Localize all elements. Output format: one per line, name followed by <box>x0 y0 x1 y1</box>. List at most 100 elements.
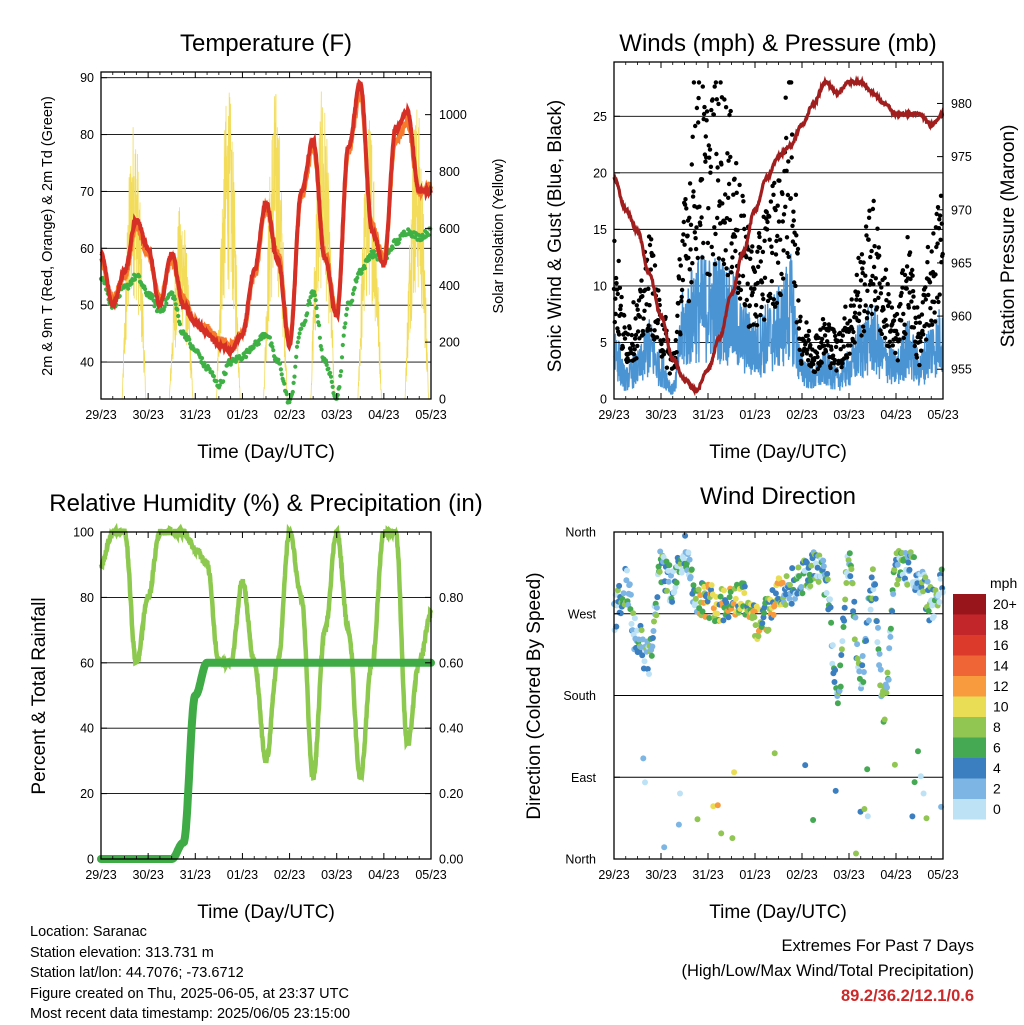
gust-point <box>860 266 865 271</box>
dewpoint-point <box>396 240 401 245</box>
gust-point <box>734 161 739 166</box>
gust-point <box>917 320 922 325</box>
gust-point <box>806 328 812 334</box>
direction-point <box>713 593 720 600</box>
direction-point <box>875 646 882 653</box>
direction-point <box>886 645 893 652</box>
gust-point <box>903 331 908 336</box>
gust-point <box>764 227 770 232</box>
direction-point <box>832 667 839 674</box>
gust-point <box>858 278 864 283</box>
gust-point <box>776 219 782 224</box>
gust-point <box>899 290 904 296</box>
direction-point <box>720 617 727 624</box>
gust-point <box>902 272 908 278</box>
direction-point <box>829 660 836 667</box>
direction-point <box>872 581 879 588</box>
dewpoint-point <box>183 332 188 337</box>
dewpoint-point <box>318 344 323 349</box>
direction-point <box>824 576 831 583</box>
gust-point <box>870 273 875 279</box>
dewpoint-point <box>372 249 377 254</box>
gust-point <box>760 249 766 255</box>
gust-point <box>635 307 640 312</box>
x-tick-label: 29/23 <box>598 868 629 882</box>
direction-point <box>806 571 813 578</box>
dewpoint-point <box>244 354 249 360</box>
legend-label: 16 <box>993 637 1009 653</box>
direction-point <box>820 557 827 564</box>
gust-point <box>745 281 750 286</box>
gust-point <box>744 297 749 303</box>
direction-point <box>854 641 861 648</box>
gust-point <box>726 181 732 187</box>
gust-point <box>855 290 861 295</box>
gust-point <box>800 352 805 357</box>
direction-point <box>904 581 911 588</box>
dewpoint-point <box>221 379 226 384</box>
gust-point <box>854 272 859 278</box>
direction-point <box>865 617 872 624</box>
gust-point <box>718 80 723 85</box>
legend-label: 4 <box>993 760 1001 776</box>
direction-point <box>911 779 918 786</box>
gust-point <box>631 300 636 305</box>
gust-point <box>728 154 733 160</box>
gust-point <box>783 204 788 209</box>
speed-legend-title: mph <box>990 575 1017 591</box>
gust-point <box>760 292 765 297</box>
legend-label: 12 <box>993 678 1009 694</box>
direction-point <box>644 666 651 672</box>
direction-point <box>814 564 821 571</box>
dewpoint-point <box>251 345 256 350</box>
direction-point <box>770 611 777 618</box>
direction-point <box>937 575 944 582</box>
gust-point <box>626 358 631 363</box>
direction-point <box>776 575 783 582</box>
dewpoint-point <box>172 297 177 302</box>
gust-point <box>661 352 667 357</box>
gust-point <box>808 353 813 358</box>
gust-point <box>704 109 710 114</box>
dewpoint-point <box>137 274 142 279</box>
y-tick-label-right: 600 <box>439 222 460 236</box>
direction-point <box>840 624 847 630</box>
gust-point <box>876 245 881 250</box>
gust-point <box>687 181 693 186</box>
gust-point <box>700 255 705 260</box>
gust-point <box>649 237 654 242</box>
x-tick-label: 03/23 <box>833 408 864 422</box>
gust-point <box>879 285 884 290</box>
gust-point <box>816 335 821 340</box>
x-tick-label: 04/23 <box>368 408 399 422</box>
x-tick-label: 30/23 <box>645 408 676 422</box>
temp-2m-line <box>99 78 433 360</box>
speed-legend: mph 20+ 18 16 14 12 10 8 6 4 2 0 <box>953 575 1017 820</box>
gust-point <box>697 204 702 209</box>
y-tick-label: 0 <box>600 393 607 407</box>
gust-point <box>932 299 937 305</box>
gust-point <box>781 248 786 253</box>
gust-point <box>712 262 718 267</box>
direction-point <box>699 608 706 615</box>
direction-point <box>936 599 943 605</box>
direction-series <box>611 532 946 857</box>
legend-label: 8 <box>993 719 1001 735</box>
gust-point <box>917 362 922 368</box>
legend-label: 10 <box>993 699 1009 715</box>
gust-point <box>729 264 735 270</box>
gust-point <box>617 285 623 290</box>
gust-point <box>877 253 882 258</box>
humidity-panel: Relative Humidity (%) & Precipitation (i… <box>29 490 483 923</box>
extremes-box: Extremes For Past 7 Days (High/Low/Max W… <box>681 934 974 1009</box>
gust-point <box>723 248 728 253</box>
gust-point <box>716 101 721 107</box>
direction-ylabel-left: Direction (Colored By Speed) <box>524 572 545 819</box>
direction-point <box>729 835 736 842</box>
direction-point <box>853 850 859 857</box>
y-tick-label-right: 800 <box>439 165 460 179</box>
direction-point <box>850 608 857 615</box>
gust-point <box>652 328 657 333</box>
gust-point <box>872 298 878 303</box>
gust-point <box>784 235 790 240</box>
